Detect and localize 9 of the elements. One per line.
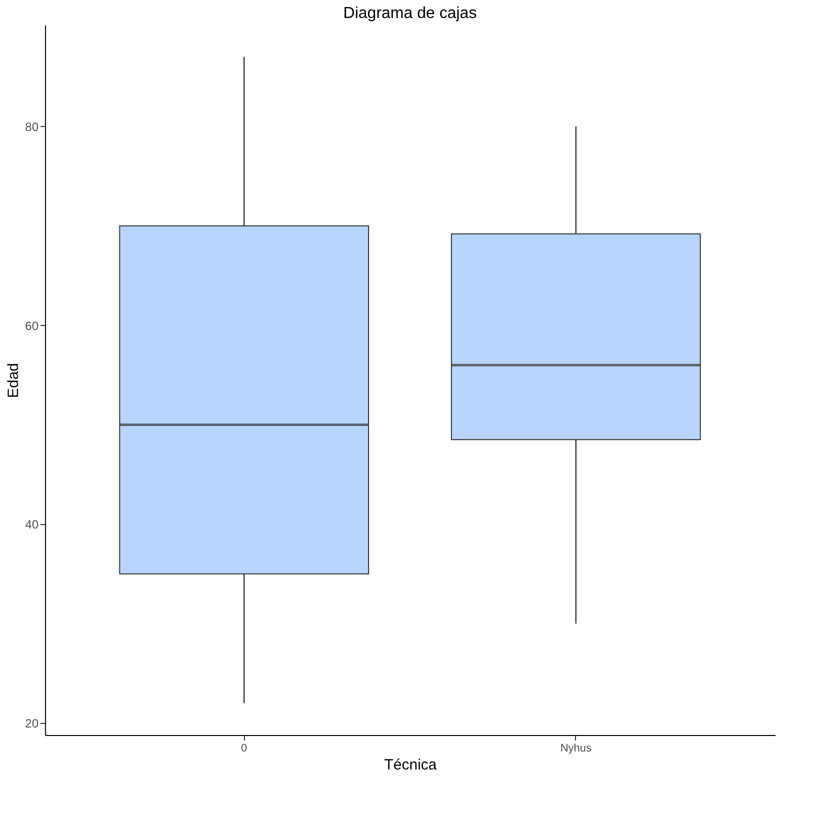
y-tick-label: 40 <box>25 518 39 532</box>
y-tick-label: 60 <box>25 318 39 333</box>
y-axis-title: Edad <box>5 362 22 398</box>
y-tick-label: 20 <box>25 716 39 731</box>
x-axis-title: Técnica <box>384 756 438 774</box>
x-tick-label: 0 <box>241 742 248 754</box>
x-tick-label: Nyhus <box>560 742 592 754</box>
y-tick-label: 80 <box>25 120 39 134</box>
chart-title: Diagrama de cajas <box>343 5 477 22</box>
